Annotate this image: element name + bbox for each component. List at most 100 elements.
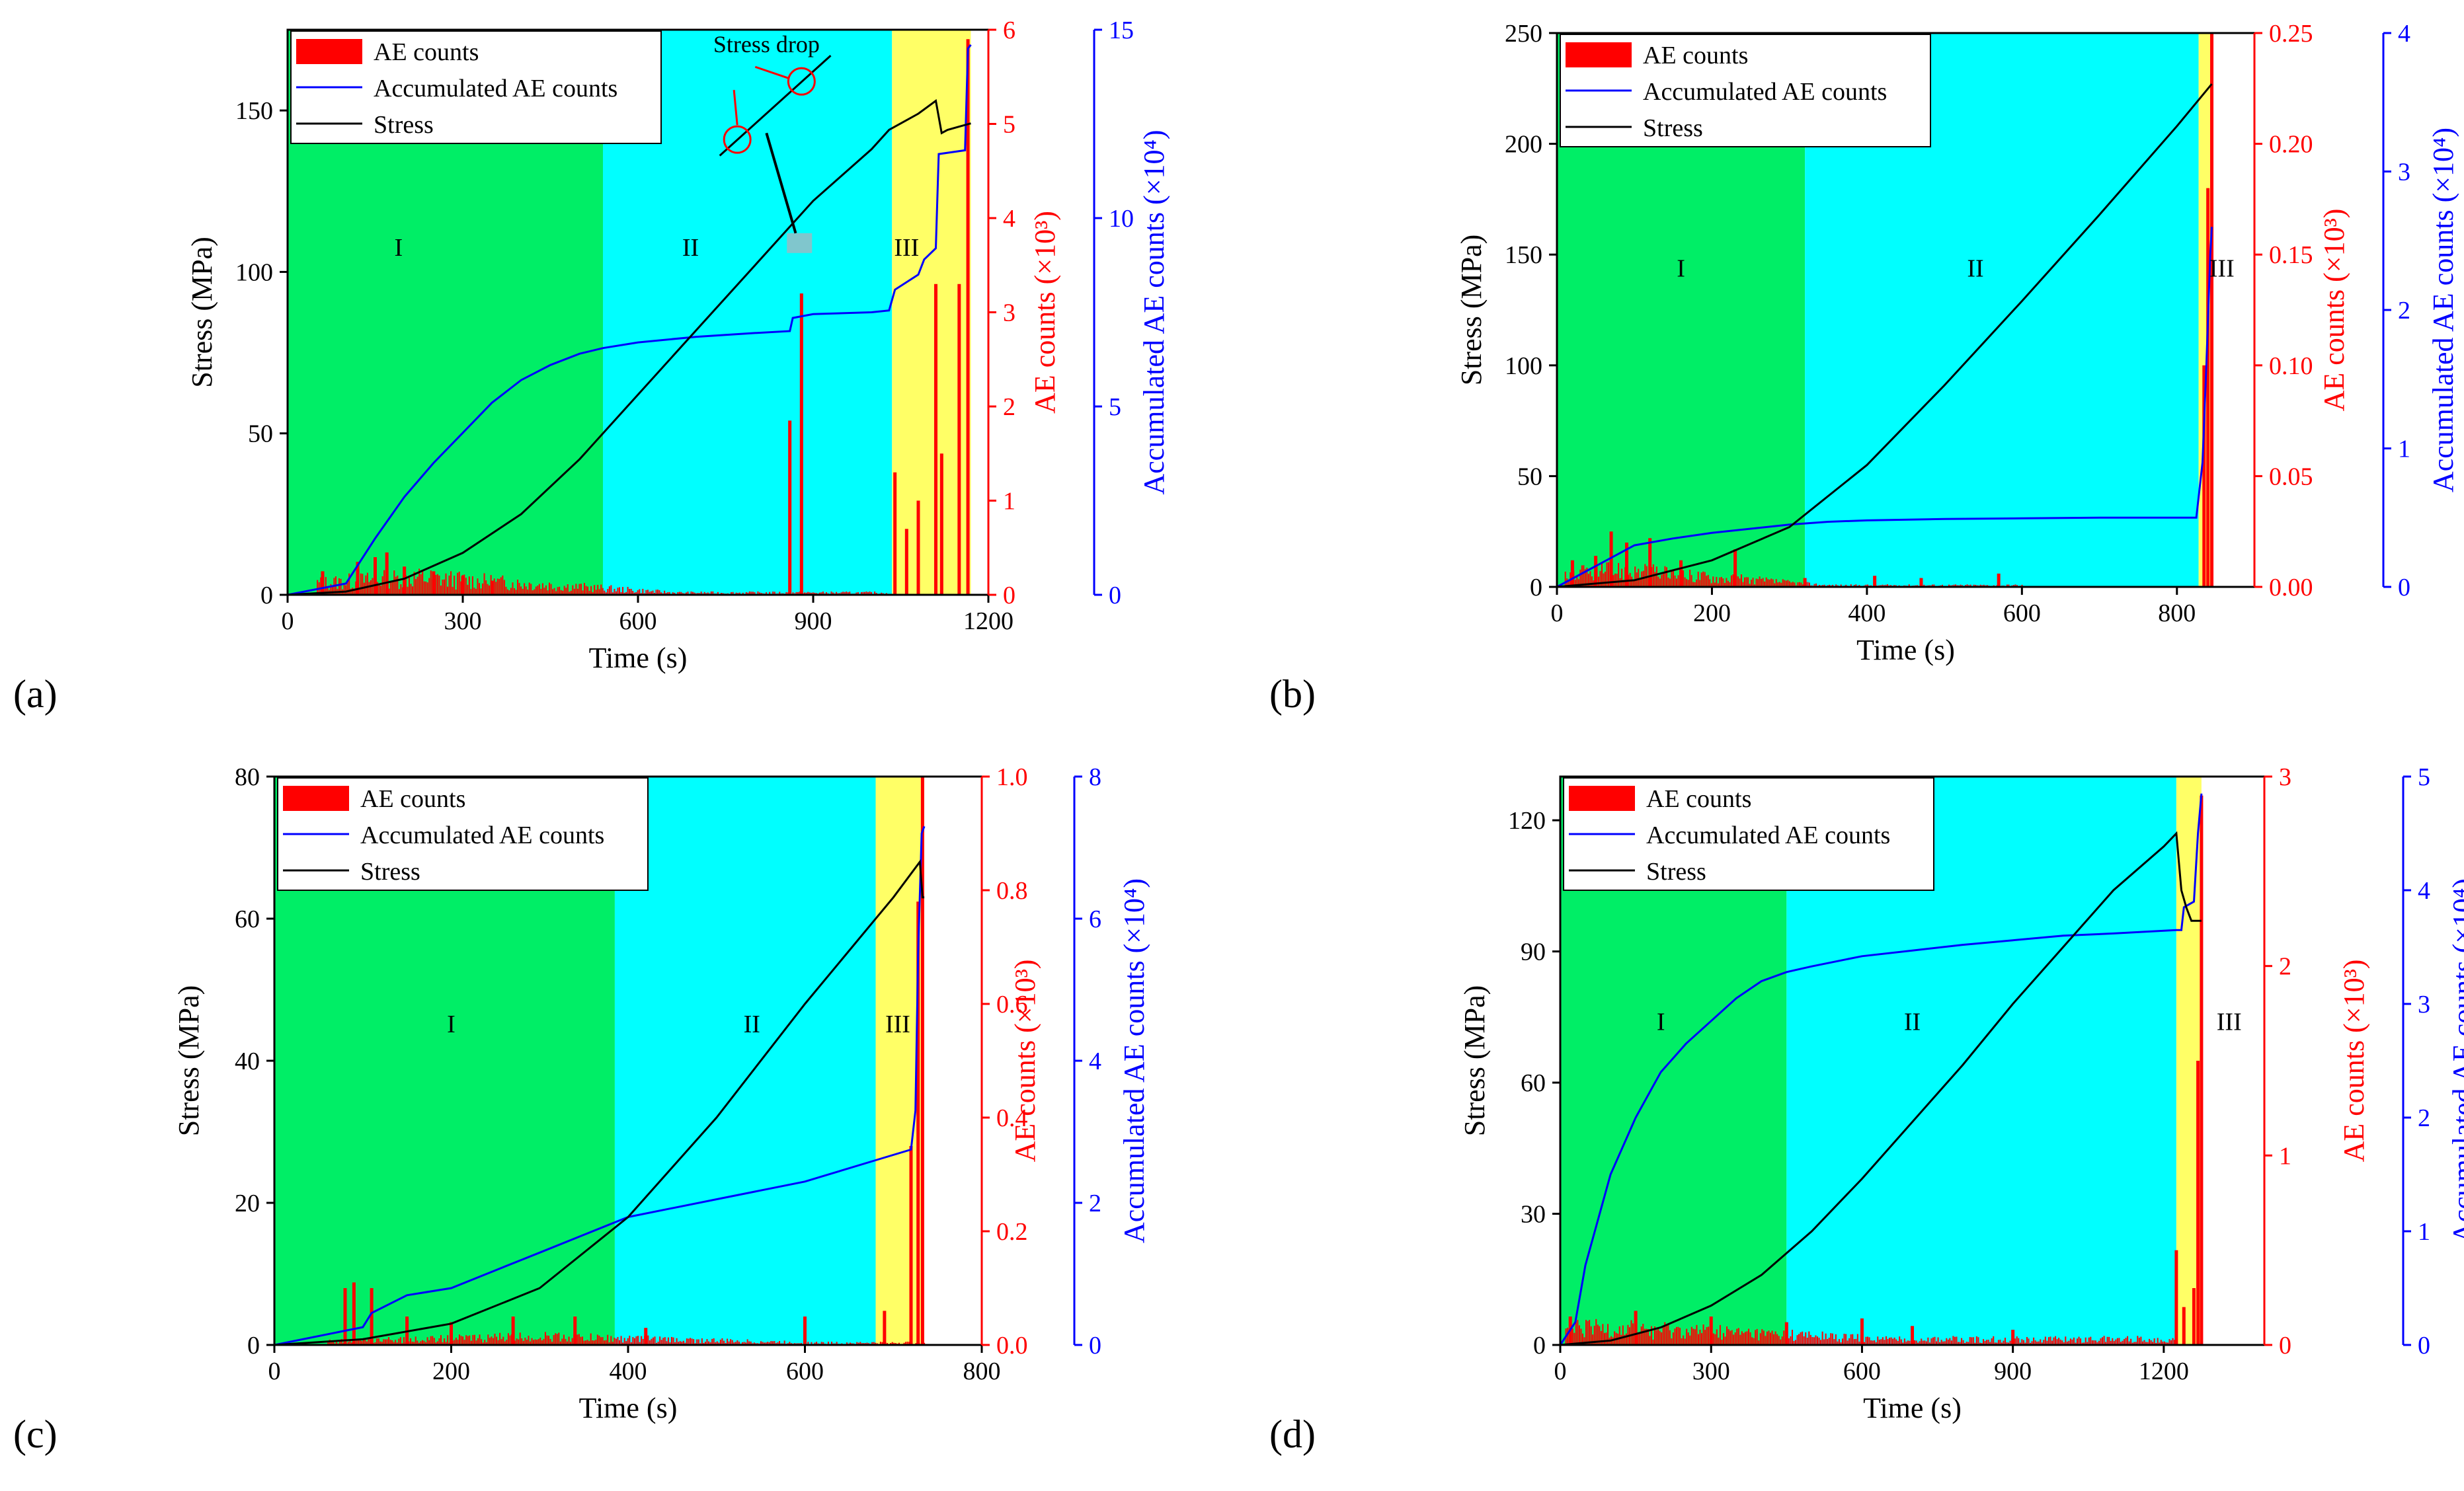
ae-count-bar — [423, 581, 425, 595]
ae-count-bar — [1679, 1328, 1681, 1345]
ae-count-bar — [652, 1337, 654, 1345]
ae-count-bar — [651, 1338, 653, 1345]
ae-count-bar — [2071, 1339, 2073, 1345]
y3-tick-label: 3 — [2398, 159, 2410, 186]
ae-count-bar — [433, 1338, 435, 1345]
legend-label: Stress — [1646, 858, 1706, 886]
ae-count-bar — [1739, 578, 1741, 587]
ae-count-bar — [1803, 1336, 1805, 1345]
ae-count-bar — [1618, 562, 1620, 587]
ae-count-bar — [774, 1341, 775, 1345]
ae-count-bar — [1720, 576, 1722, 587]
y-axis-label: Stress (MPa) — [1455, 235, 1488, 386]
ae-count-bar — [703, 1342, 705, 1345]
ae-count-bar — [1607, 1324, 1609, 1345]
ae-count-spike — [2206, 188, 2210, 587]
ae-count-bar — [709, 1342, 711, 1345]
ae-count-bar — [1581, 565, 1583, 587]
ae-count-bar — [627, 1338, 629, 1345]
ae-count-bar — [447, 1335, 449, 1345]
ae-count-bar — [1878, 1339, 1880, 1345]
ae-count-bar — [1960, 584, 1962, 587]
ae-count-spike — [343, 1288, 347, 1345]
ae-count-bar — [725, 1342, 727, 1345]
ae-count-bar — [1696, 579, 1698, 587]
ae-count-bar — [2124, 1339, 2126, 1345]
ae-count-bar — [1897, 1340, 1899, 1345]
ae-count-bar — [2128, 1341, 2130, 1345]
ae-count-bar — [2009, 1340, 2011, 1345]
ae-count-bar — [836, 1342, 838, 1345]
ae-count-bar — [738, 1341, 740, 1345]
ae-count-bar — [1638, 568, 1640, 587]
ae-count-bar — [2108, 1336, 2110, 1345]
y3-tick-label: 0 — [2418, 1332, 2430, 1359]
ae-count-bar — [1710, 583, 1712, 587]
ae-count-bar — [2174, 1340, 2176, 1345]
ae-count-bar — [612, 592, 614, 595]
ae-count-bar — [2016, 1336, 2018, 1345]
ae-count-bar — [598, 589, 600, 595]
ae-count-bar — [686, 1338, 688, 1345]
ae-count-bar — [605, 1340, 607, 1345]
ae-count-bar — [555, 1333, 557, 1345]
ae-count-bar — [428, 578, 430, 595]
ae-count-bar — [1868, 1337, 1870, 1345]
ae-count-spike — [799, 293, 803, 595]
ae-count-bar — [1932, 1337, 1934, 1345]
ae-count-bar — [1684, 577, 1686, 587]
ae-count-bar — [1863, 1342, 1865, 1345]
ae-count-bar — [567, 584, 569, 595]
ae-count-bar — [1776, 1334, 1778, 1345]
stress-drop-annotation: Stress drop — [713, 31, 820, 57]
ae-count-bar — [693, 1339, 695, 1345]
ae-count-bar — [746, 1339, 748, 1345]
legend-label: Accumulated AE counts — [1643, 78, 1887, 106]
ae-count-bar — [331, 1342, 333, 1345]
ae-count-bar — [1744, 1332, 1746, 1345]
ae-count-bar — [1593, 1326, 1595, 1345]
ae-count-bar — [1661, 574, 1663, 587]
ae-count-bar — [2021, 1339, 2023, 1345]
ae-count-bar — [869, 591, 871, 595]
ae-count-bar — [2036, 1342, 2038, 1345]
ae-count-bar — [1966, 1342, 1967, 1345]
ae-count-bar — [1877, 1336, 1879, 1345]
ae-count-bar — [1605, 572, 1607, 587]
ae-count-bar — [525, 586, 527, 595]
ae-count-bar — [1975, 1336, 1977, 1345]
ae-count-bar — [595, 590, 597, 595]
ae-count-bar — [615, 1338, 617, 1345]
ae-count-bar — [607, 1334, 609, 1345]
ae-count-bar — [1606, 562, 1608, 587]
ae-count-bar — [407, 586, 409, 595]
ae-count-bar — [1769, 580, 1770, 587]
ae-count-bar — [1790, 582, 1792, 587]
ae-count-bar — [447, 586, 449, 595]
ae-count-bar — [460, 1336, 462, 1345]
ae-count-bar — [1712, 1333, 1714, 1345]
ae-count-bar — [743, 1342, 745, 1345]
ae-count-bar — [1823, 1339, 1825, 1345]
ae-count-bar — [498, 579, 500, 595]
ae-count-bar — [2133, 1342, 2135, 1345]
ae-count-bar — [450, 571, 452, 595]
ae-count-bar — [811, 592, 813, 595]
ae-count-bar — [814, 1342, 816, 1345]
ae-count-bar — [1827, 1339, 1829, 1345]
ae-count-bar — [1634, 566, 1636, 587]
ae-count-bar — [1719, 577, 1721, 587]
y-tick-label: 50 — [1517, 463, 1542, 490]
ae-count-bar — [1783, 1330, 1785, 1345]
ae-count-bar — [723, 1340, 725, 1345]
ae-count-bar — [1741, 1331, 1743, 1345]
legend-label: AE counts — [360, 785, 465, 813]
ae-count-bar — [2085, 1337, 2086, 1345]
ae-count-bar — [818, 592, 820, 595]
ae-count-bar — [2059, 1339, 2061, 1345]
ae-count-bar — [2147, 1342, 2149, 1345]
ae-count-bar — [360, 573, 362, 595]
ae-count-bar — [487, 1334, 489, 1345]
